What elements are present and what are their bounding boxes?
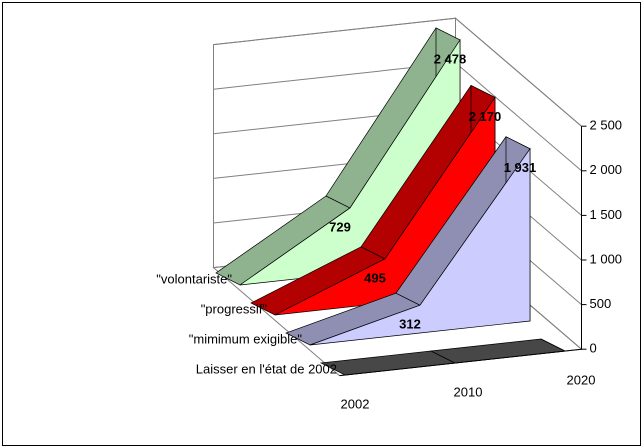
y-tick-label: 500 <box>590 296 612 311</box>
series-label: "progressif" <box>201 301 268 316</box>
data-label: 729 <box>329 219 351 234</box>
x-tick-label: 2020 <box>567 372 596 387</box>
y-tick-label: 1 000 <box>590 251 623 266</box>
grid-line <box>455 17 582 127</box>
ribbon-end <box>540 338 566 352</box>
grid-line <box>455 62 582 172</box>
data-label: 312 <box>399 317 421 332</box>
x-tick-label: 2002 <box>341 396 370 411</box>
area <box>309 147 531 346</box>
x-tick-label: 2010 <box>454 384 483 399</box>
y-tick-label: 2 500 <box>590 118 623 133</box>
data-label: 1 931 <box>504 160 537 175</box>
series-label: "mimimum exigible" <box>189 331 303 346</box>
data-label: 2 170 <box>469 109 502 124</box>
series-label: "volontariste" <box>156 271 232 286</box>
data-label: 495 <box>364 270 386 285</box>
data-label: 2 478 <box>434 51 467 66</box>
series-label: Laisser en l'état de 2002 <box>196 361 337 376</box>
grid-line <box>213 17 456 46</box>
y-tick-label: 1 500 <box>590 207 623 222</box>
y-tick-label: 2 000 <box>590 162 623 177</box>
y-tick-label: 0 <box>590 341 597 356</box>
area <box>344 350 566 376</box>
